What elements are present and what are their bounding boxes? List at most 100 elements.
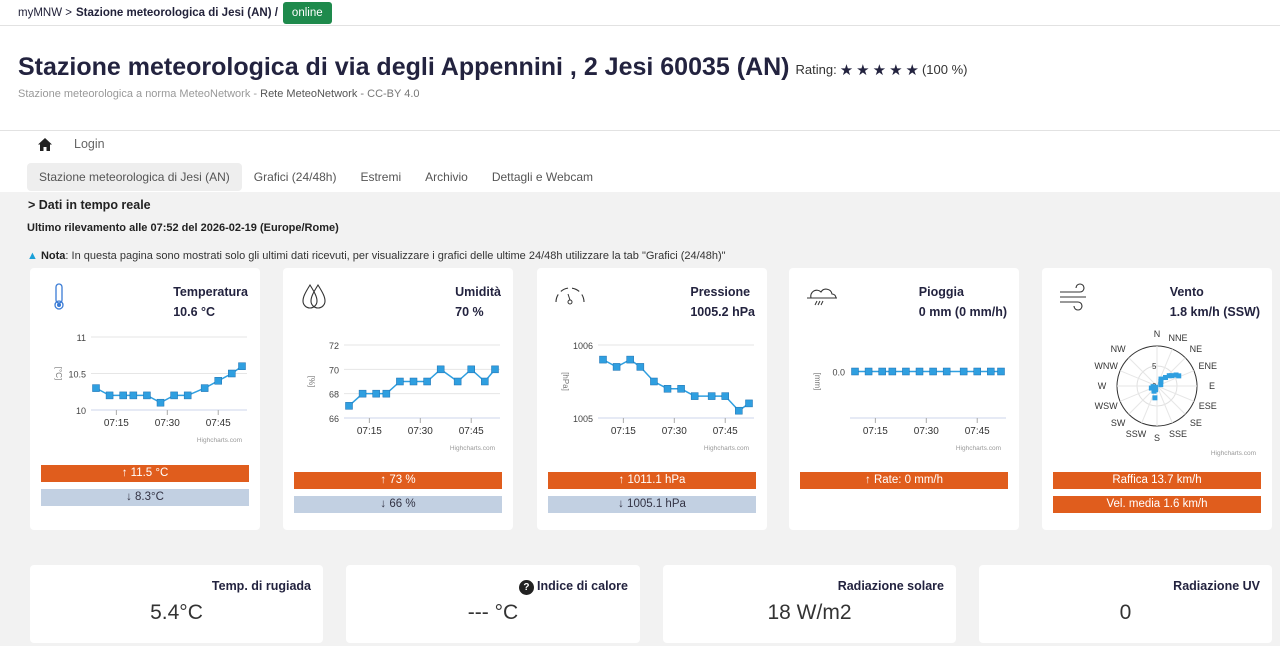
- warning-icon: ▲: [27, 250, 38, 262]
- data-point: [878, 367, 886, 376]
- data-point: [372, 389, 380, 398]
- tab-charts[interactable]: Grafici (24/48h): [253, 170, 337, 184]
- direction-label: E: [1209, 381, 1215, 391]
- data-point: [1148, 385, 1154, 391]
- y-tick-label: 70: [329, 365, 339, 375]
- y-tick-label: 11: [77, 333, 86, 343]
- card-rain: Pioggia 0 mm (0 mm/h) 0.0 [mm] 07:15 07:30 07…: [789, 268, 1019, 530]
- data-point: [735, 406, 743, 415]
- direction-label: SE: [1190, 418, 1202, 428]
- data-point: [481, 377, 489, 386]
- card-title: Temperatura: [173, 285, 248, 299]
- data-point: [1152, 384, 1158, 390]
- breadcrumb-root[interactable]: myMNW >: [18, 6, 72, 19]
- x-tick-label: 07:15: [863, 426, 888, 437]
- last-update: Ultimo rilevamento alle 07:52 del 2026-0…: [27, 222, 339, 234]
- wind-rose-chart[interactable]: NNNENEENEEESESESSESSSWSWWSWWWNWNW05Highc…: [1042, 323, 1272, 463]
- card-value: 10.6 °C: [173, 305, 216, 319]
- y-tick-label: 68: [329, 390, 339, 400]
- rain-rate: ↑ Rate: 0 mm/h: [800, 472, 1008, 489]
- card-value: 0 mm (0 mm/h): [918, 305, 1007, 319]
- card-temperature: Temperatura 10.6 °C 10 10.5 11 [°C] 07:15 07:3…: [30, 268, 260, 530]
- data-point: [396, 377, 404, 386]
- data-point: [745, 399, 753, 408]
- network-link[interactable]: Rete MeteoNetwork: [260, 88, 358, 100]
- direction-label: S: [1154, 433, 1160, 443]
- help-icon[interactable]: ?: [518, 580, 534, 595]
- data-point: [183, 391, 192, 400]
- direction-label: NW: [1111, 344, 1126, 354]
- polar-spoke: [1156, 385, 1195, 402]
- data-point: [599, 355, 607, 364]
- data-point: [200, 384, 209, 392]
- card-value: 5.4°C: [150, 601, 203, 624]
- card-value: 70 %: [455, 305, 484, 319]
- tab-extremes[interactable]: Estremi: [360, 170, 402, 184]
- card-pressure: Pressione 1005.2 hPa 1005 1006 [hPa] 07:15 07…: [537, 268, 767, 530]
- star-icon: ★: [872, 61, 887, 79]
- data-point: [973, 367, 981, 376]
- series-line: [602, 358, 750, 412]
- credit: Highcharts.com: [450, 445, 495, 452]
- card-title: Pioggia: [918, 285, 964, 299]
- card-title: Temp. di rugiada: [211, 579, 311, 593]
- wind-icon: [1060, 283, 1086, 311]
- card-title: Radiazione UV: [1173, 579, 1260, 593]
- data-point: [491, 365, 499, 374]
- tab-archive[interactable]: Archivio: [425, 170, 468, 184]
- breadcrumb-station: Stazione meteorologica di Jesi (AN) /: [75, 6, 278, 19]
- temperature-chart[interactable]: 10 10.5 11 [°C] 07:15 07:30 07:45 Highcharts.co…: [30, 323, 260, 458]
- data-point: [902, 367, 910, 376]
- direction-label: N: [1154, 329, 1161, 339]
- data-point: [129, 391, 138, 400]
- login-link[interactable]: Login: [74, 137, 105, 151]
- card-title: Vento: [1169, 285, 1204, 299]
- section-title[interactable]: > Dati in tempo reale: [28, 198, 151, 212]
- card-title: Pressione: [690, 285, 751, 299]
- polar-spoke: [1119, 370, 1158, 387]
- data-point: [690, 392, 699, 400]
- direction-label: ENE: [1199, 361, 1218, 371]
- y-tick-label: 10.5: [68, 370, 86, 380]
- polar-spoke: [1156, 385, 1186, 415]
- direction-label: ESE: [1199, 401, 1217, 411]
- y-axis-label: [°C]: [54, 367, 63, 380]
- star-icon: ★: [905, 61, 919, 79]
- x-tick-label: 07:45: [965, 426, 990, 437]
- x-tick-label: 07:15: [104, 418, 129, 429]
- card-title: Indice di calore: [536, 579, 628, 593]
- data-point: [214, 377, 222, 385]
- chevron-right-icon: >: [28, 198, 39, 212]
- max-value: ↑ 11.5 °C: [41, 465, 249, 482]
- data-point: [650, 377, 658, 386]
- polar-spoke: [1156, 385, 1173, 424]
- tabs: Stazione meteorologica di Jesi (AN) Graf…: [27, 163, 605, 191]
- tab-station[interactable]: Stazione meteorologica di Jesi (AN): [27, 163, 242, 191]
- data-point: [721, 392, 729, 400]
- y-axis-label: [mm]: [813, 373, 822, 391]
- x-tick-label: 07:30: [914, 426, 939, 437]
- y-tick-label: 66: [329, 414, 339, 424]
- credit: Highcharts.com: [704, 445, 749, 452]
- card-humidity: Umidità 70 % 66 68 70 72 [%] 07:15 07:30 07:45 Hi…: [283, 268, 513, 530]
- home-icon[interactable]: [38, 137, 52, 151]
- data-point: [612, 363, 621, 371]
- status-badge: online: [282, 1, 332, 24]
- data-point: [1176, 373, 1182, 379]
- pressure-chart[interactable]: 1005 1006 [hPa] 07:15 07:30 07:45 Highcharts.c…: [537, 323, 767, 463]
- star-icon: ★: [856, 61, 870, 79]
- data-point: [929, 367, 937, 376]
- credit: Highcharts.com: [1211, 450, 1256, 457]
- x-tick-label: 07:15: [611, 426, 636, 437]
- rain-chart[interactable]: 0.0 [mm] 07:15 07:30 07:45 Highcharts.com: [789, 323, 1019, 463]
- direction-label: SW: [1111, 418, 1126, 428]
- tab-details[interactable]: Dettagli e Webcam: [491, 170, 593, 184]
- direction-label: NE: [1190, 344, 1203, 354]
- data-point: [1152, 395, 1158, 401]
- breadcrumb: myMNW > Stazione meteorologica di Jesi (…: [18, 0, 332, 25]
- data-point: [92, 384, 100, 392]
- data-point: [663, 385, 672, 393]
- humidity-chart[interactable]: 66 68 70 72 [%] 07:15 07:30 07:45 Highcharts.com: [283, 323, 513, 463]
- page-header: Stazione meteorologica di via degli Appe…: [18, 53, 968, 82]
- min-value: ↓ 66 %: [294, 496, 502, 513]
